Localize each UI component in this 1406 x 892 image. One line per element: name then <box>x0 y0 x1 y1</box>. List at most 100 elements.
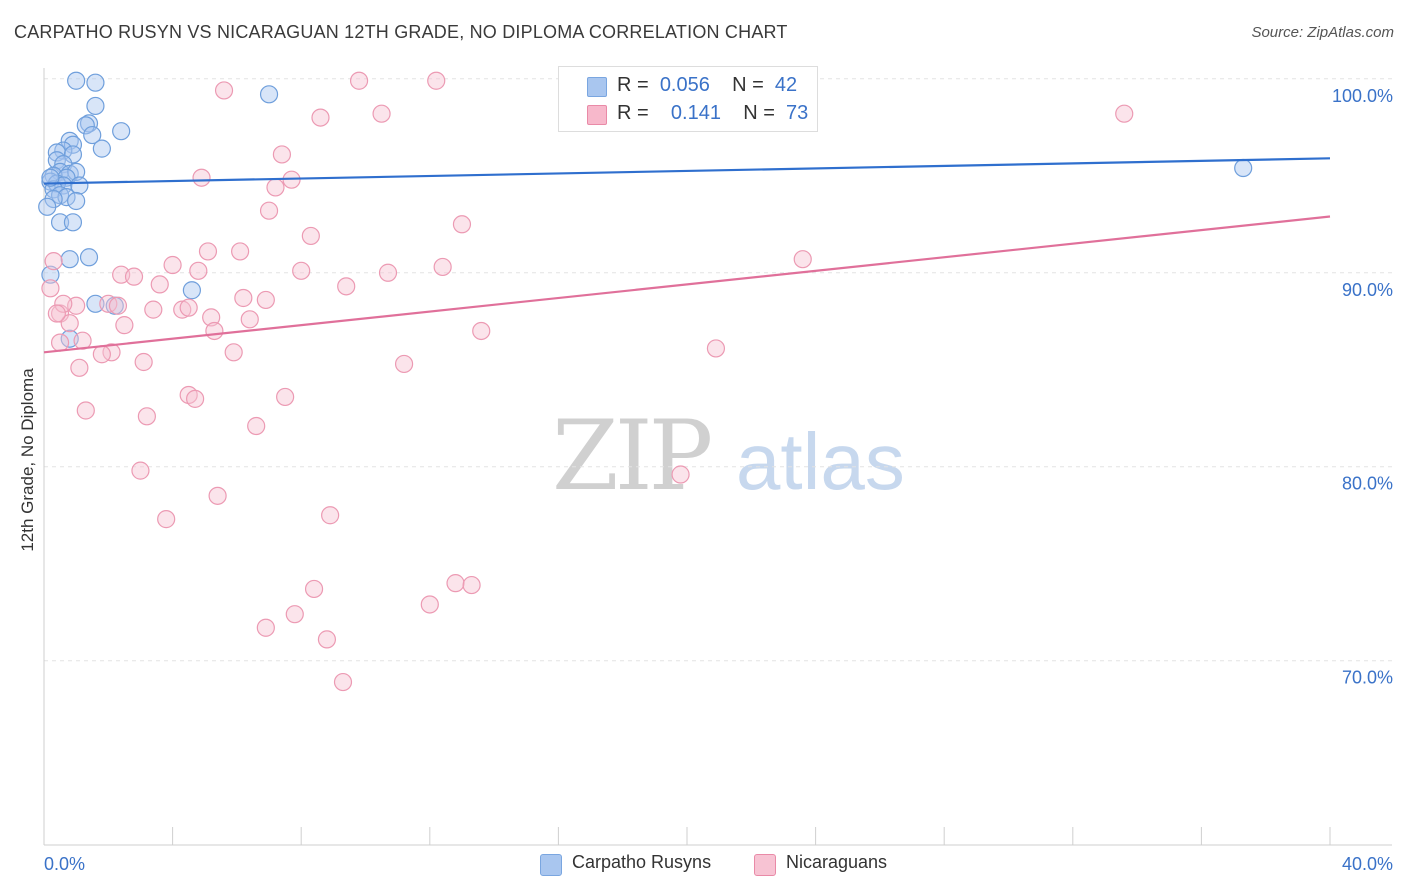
source-label: Source: ZipAtlas.com <box>1251 24 1394 41</box>
point-nicaraguan <box>276 387 295 407</box>
n-value-nicaraguan: 73 <box>786 102 809 124</box>
legend-label-nicaraguan: Nicaraguans <box>786 852 888 872</box>
point-carpatho <box>1234 158 1253 178</box>
point-nicaraguan <box>427 71 446 90</box>
point-carpatho <box>50 213 70 232</box>
point-nicaraguan <box>157 510 176 529</box>
point-nicaraguan <box>231 242 250 261</box>
point-nicaraguan <box>134 352 153 372</box>
x-tick-label-min: 0.0% <box>44 854 85 874</box>
point-carpatho <box>63 213 83 232</box>
point-nicaraguan <box>433 257 452 277</box>
stats-legend: R = 0.056 N = 42 R = 0.141 N = 73 <box>558 66 818 132</box>
point-nicaraguan <box>92 345 111 364</box>
point-carpatho <box>86 96 105 116</box>
point-carpatho <box>41 265 60 284</box>
point-nicaraguan <box>214 81 234 100</box>
point-carpatho <box>86 73 105 92</box>
point-nicaraguan <box>394 354 414 374</box>
watermark-atlas: atlas <box>735 417 905 506</box>
point-carpatho <box>83 125 102 145</box>
point-nicaraguan <box>192 168 211 187</box>
point-carpatho <box>182 281 201 300</box>
point-nicaraguan <box>337 277 356 296</box>
r-value-carpatho: 0.056 <box>659 74 710 96</box>
n-value-carpatho: 42 <box>774 74 798 96</box>
point-nicaraguan <box>224 343 243 362</box>
point-carpatho <box>67 162 86 182</box>
stats-text-nicaraguan: R = 0.141 N = 73 <box>617 102 809 124</box>
point-nicaraguan <box>50 333 70 352</box>
point-carpatho <box>259 85 279 104</box>
point-carpatho <box>70 176 89 195</box>
point-nicaraguan <box>256 290 275 310</box>
point-nicaraguan <box>240 310 259 329</box>
point-nicaraguan <box>186 389 205 408</box>
point-nicaraguan <box>208 486 227 505</box>
point-carpatho <box>79 114 99 133</box>
x-tick-label-max: 40.0% <box>1342 854 1393 874</box>
y-tick-label: 90.0% <box>1342 280 1393 300</box>
point-nicaraguan <box>202 308 221 327</box>
point-carpatho <box>60 250 79 269</box>
point-nicaraguan <box>420 595 439 614</box>
point-carpatho <box>54 141 73 160</box>
trendline-carpatho <box>43 157 1331 185</box>
point-nicaraguan <box>272 145 292 164</box>
point-nicaraguan <box>115 316 134 335</box>
point-nicaraguan <box>173 300 192 319</box>
point-nicaraguan <box>76 401 95 420</box>
point-nicaraguan <box>41 279 60 298</box>
point-nicaraguan <box>321 506 340 525</box>
y-tick-label: 80.0% <box>1342 474 1393 494</box>
point-nicaraguan <box>131 461 150 480</box>
y-tick-label: 70.0% <box>1342 668 1393 688</box>
point-nicaraguan <box>671 465 690 484</box>
point-nicaraguan <box>349 71 369 90</box>
point-nicaraguan <box>70 358 89 377</box>
point-nicaraguan <box>163 255 182 275</box>
point-nicaraguan <box>259 201 279 220</box>
legend-swatch-carpatho <box>540 854 562 876</box>
point-carpatho <box>112 122 131 141</box>
chart-title: CARPATHO RUSYN VS NICARAGUAN 12TH GRADE,… <box>14 22 788 42</box>
point-nicaraguan <box>108 296 128 315</box>
point-nicaraguan <box>124 267 144 286</box>
point-nicaraguan <box>472 321 491 341</box>
r-value-nicaraguan: 0.141 <box>670 102 721 124</box>
point-carpatho <box>63 145 83 164</box>
point-nicaraguan <box>198 242 218 261</box>
point-nicaraguan <box>301 226 320 246</box>
point-nicaraguan <box>1115 104 1134 123</box>
point-nicaraguan <box>285 605 304 624</box>
legend-label-carpatho: Carpatho Rusyns <box>572 852 712 872</box>
point-carpatho <box>67 71 86 90</box>
swatch-carpatho <box>587 77 607 97</box>
point-nicaraguan <box>137 407 156 426</box>
stats-text-carpatho: R = 0.056 N = 42 <box>617 74 798 96</box>
point-nicaraguan <box>47 304 66 323</box>
point-carpatho <box>47 143 66 162</box>
legend-swatch-nicaraguan <box>754 854 776 876</box>
point-nicaraguan <box>793 250 812 269</box>
point-nicaraguan <box>234 288 253 308</box>
point-nicaraguan <box>372 104 391 123</box>
point-carpatho <box>79 248 99 267</box>
point-nicaraguan <box>60 314 79 333</box>
point-carpatho <box>86 294 105 313</box>
point-nicaraguan <box>378 263 398 282</box>
point-nicaraguan <box>44 252 63 271</box>
point-carpatho <box>38 197 57 216</box>
point-carpatho <box>92 139 111 158</box>
trendline-nicaraguan <box>43 215 1331 354</box>
point-nicaraguan <box>247 416 266 436</box>
point-nicaraguan <box>179 298 198 317</box>
point-nicaraguan <box>317 630 337 649</box>
point-carpatho <box>41 168 60 187</box>
point-nicaraguan <box>144 300 163 319</box>
point-carpatho <box>76 116 95 135</box>
point-nicaraguan <box>54 294 73 313</box>
point-nicaraguan <box>304 579 324 599</box>
point-nicaraguan <box>462 575 481 595</box>
